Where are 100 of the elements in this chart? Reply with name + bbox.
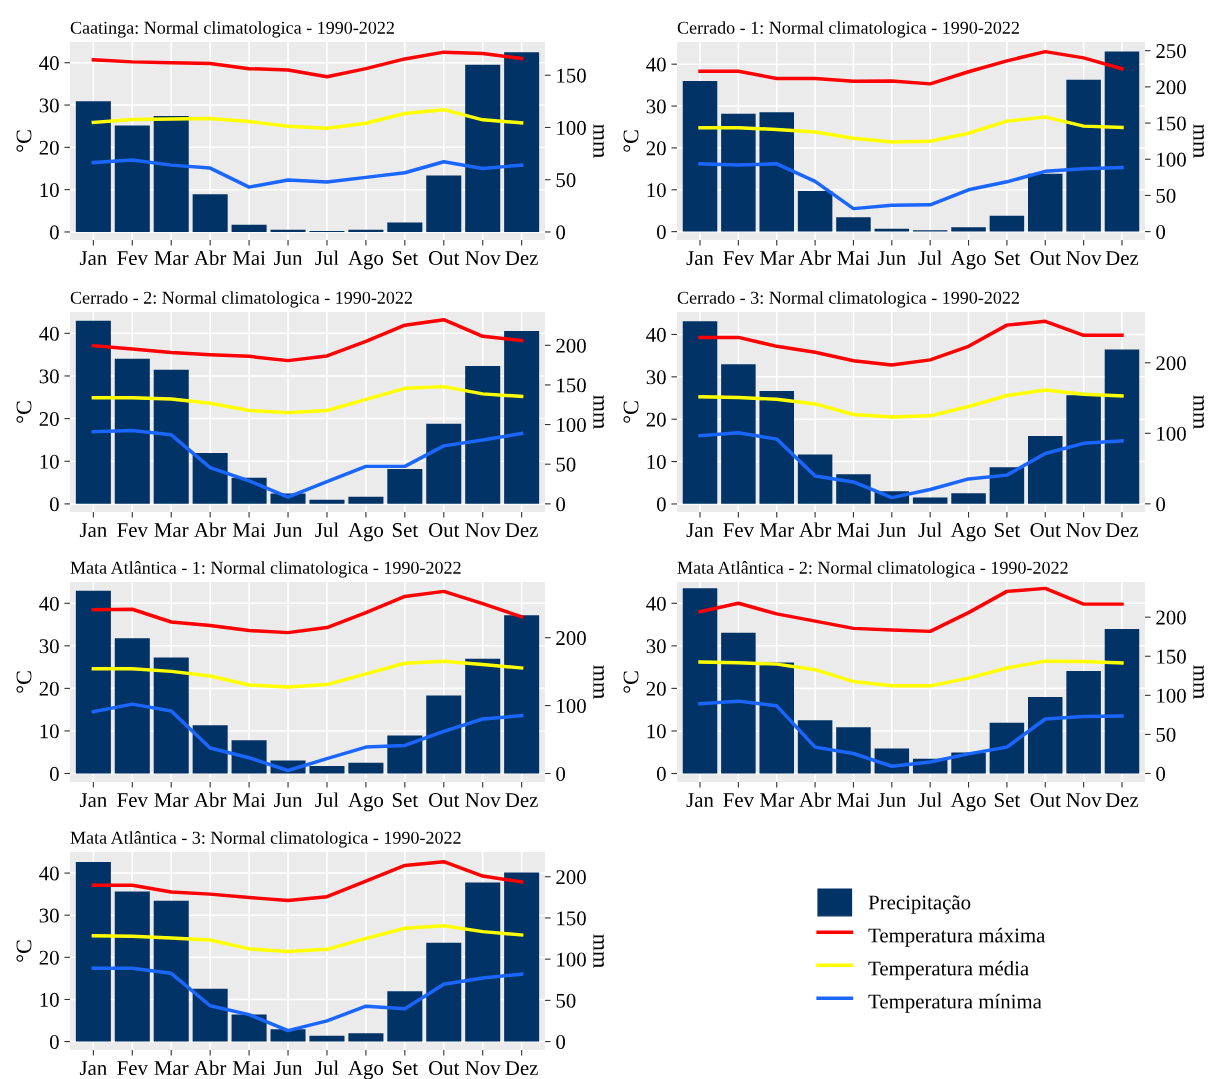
x-tick-label: Mar [154,793,189,808]
bar [1028,173,1063,232]
x-tick-label: Dez [505,1061,538,1076]
y2-tick-label: 0 [556,1034,566,1050]
bar [75,320,111,504]
x-tick-label: Dez [505,793,538,808]
x-tick-label: Dez [1105,251,1139,266]
bar [114,125,150,232]
x-tick-label: Dez [1105,523,1139,538]
x-tick-label: Jan [79,1061,107,1076]
line-series [91,107,524,131]
bar [682,588,718,774]
line-series [91,384,524,415]
y-tick-label: 40 [39,866,59,881]
x-tick-label: Abr [799,522,832,538]
line-series [91,923,524,954]
x-tick-label: Out [429,251,460,266]
x-tick-label: Jul [315,792,339,808]
x-tick-label: Jul [918,792,942,808]
bar [989,467,1025,504]
bar [836,727,871,774]
chart-title: Mata Atlântica - 1: Normal climatologica - 1990-2022 [70,561,461,578]
y2-tick-label: 50 [556,993,576,1008]
y-tick-label: 20 [646,681,666,696]
bar [759,662,794,774]
y2-tick-label: 100 [1157,426,1186,441]
y-tick-label: 20 [39,681,59,696]
bar [114,891,150,1042]
chart-title: Mata Atlântica - 3: Normal climatologica - 1990-2022 [70,831,461,848]
x-tick-label: Out [429,523,460,538]
y-tick-label: 30 [39,639,59,654]
y-tick-label: 10 [40,992,59,1007]
bar [426,423,462,504]
bar [989,215,1025,232]
line-series [91,966,524,1033]
bar [951,493,986,504]
bar [1028,436,1063,504]
y-tick-label: 0 [656,225,666,240]
y2-axis-title: mm [593,124,604,158]
x-tick-label: Mai [837,251,870,266]
y2-tick-label: 100 [557,952,586,967]
x-tick-label: Fev [723,793,754,808]
x-tick-label: Ago [348,793,384,812]
x-tick-label: Ago [950,793,986,812]
y-tick-label: 0 [656,766,666,781]
x-tick-label: Jan [686,251,714,266]
bar [192,194,228,232]
y2-tick-label: 150 [557,68,586,83]
y2-tick-label: 0 [1156,224,1166,240]
bar [465,365,501,504]
bar [759,390,794,504]
bar [348,229,384,232]
bar [153,115,189,232]
y-tick-label: 40 [39,326,59,341]
legend-label: Temperatura mínima [868,993,1042,1013]
x-tick-label: Set [392,1061,419,1076]
y2-axis-title: mm [593,395,604,429]
y2-axis-title: mm [593,934,604,968]
bar [465,882,501,1042]
y2-tick-label: 150 [557,911,586,926]
line-series [698,388,1124,419]
bar [1066,671,1101,774]
x-tick-label: Jul [315,250,339,266]
x-tick-label: Jan [79,251,107,266]
x-tick-label: Ago [348,1061,384,1079]
x-tick-label: Fev [117,251,148,266]
bar [797,454,833,504]
bar [309,499,345,504]
y2-tick-label: 0 [1156,497,1166,512]
y-tick-label: 10 [647,454,666,470]
x-tick-label: Jul [315,522,339,538]
y2-tick-label: 150 [1157,649,1186,664]
y-tick-label: 0 [49,766,59,781]
bar [231,1014,267,1042]
x-tick-label: Abr [799,792,832,808]
bar [348,762,384,774]
x-tick-label: Set [994,793,1021,808]
bar [1104,349,1140,504]
y-tick-label: 10 [40,454,59,469]
line-series [91,702,524,773]
x-tick-label: Set [994,523,1021,538]
y2-axis-title: mm [593,665,604,699]
bar [1028,696,1063,774]
x-tick-label: Dez [1105,793,1139,808]
line-series [91,659,524,689]
bar [153,900,189,1042]
line-series [698,586,1124,634]
bar [309,1035,345,1042]
y-tick-label: 0 [49,1034,59,1050]
y2-tick-label: 100 [1157,152,1186,167]
x-tick-label: Mar [154,1061,189,1076]
y2-tick-label: 100 [557,417,586,432]
bar [153,369,189,504]
x-tick-label: Abr [194,1060,227,1076]
y2-tick-label: 200 [556,338,586,353]
line-series [91,50,524,79]
x-tick-label: Out [1030,251,1061,266]
x-tick-label: Nov [1066,251,1102,266]
legend-label: Precipitação [868,895,971,914]
bar [75,101,111,232]
